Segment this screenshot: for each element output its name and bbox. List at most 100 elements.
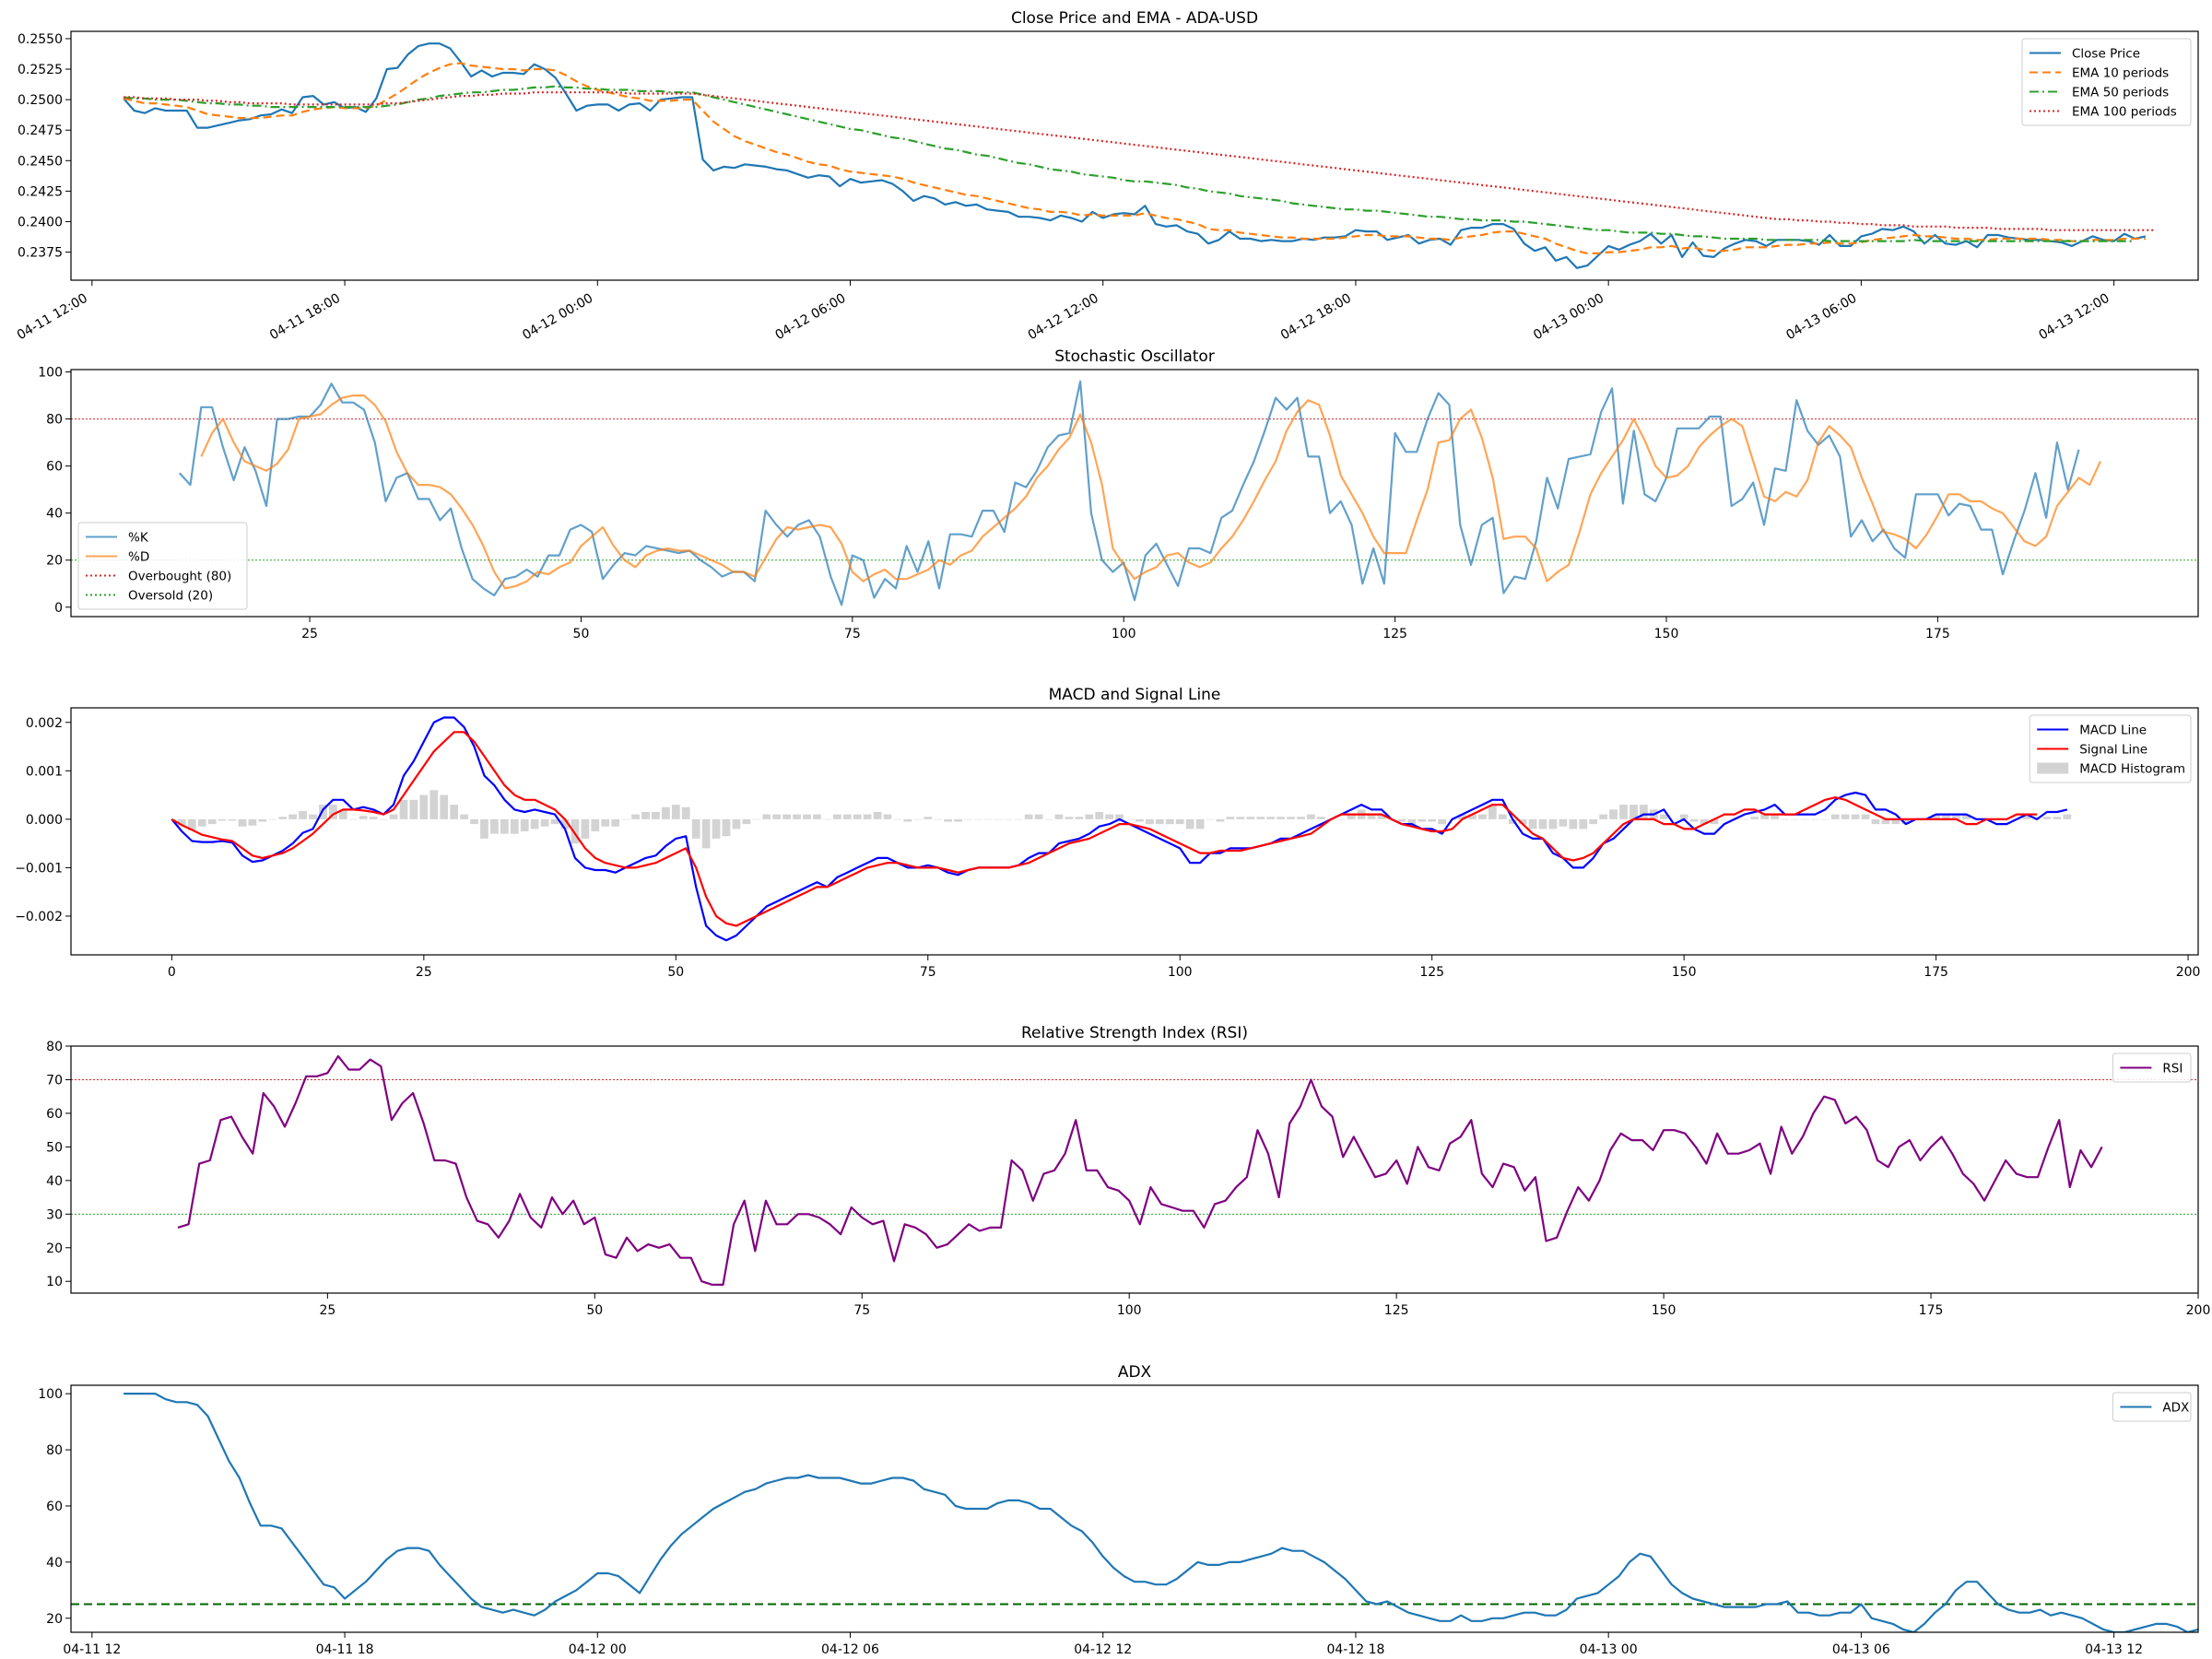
- x-tick-label: 25: [416, 965, 432, 980]
- histogram-bar: [1004, 818, 1013, 820]
- histogram-bar: [1206, 818, 1215, 820]
- plot-area: [168, 716, 2072, 942]
- histogram-bar: [329, 805, 337, 819]
- histogram-bar: [1932, 814, 1940, 819]
- x-tick-label: 25: [301, 627, 318, 641]
- histogram-bar: [379, 818, 388, 820]
- histogram-bar: [268, 818, 277, 820]
- histogram-bar: [1901, 818, 1911, 825]
- histogram-bar: [1891, 818, 1900, 825]
- y-tick-label: 60: [46, 1500, 63, 1514]
- histogram-bar: [1468, 814, 1477, 819]
- legend-box: [2112, 1053, 2192, 1083]
- x-tick-label: 04-13 06: [1832, 1642, 1890, 1657]
- histogram-bar: [1750, 817, 1759, 819]
- y-tick-label: 0.002: [26, 716, 63, 731]
- y-tick-label: 40: [46, 1174, 63, 1189]
- plot-area: [71, 1392, 2198, 1632]
- histogram-bar: [1407, 818, 1417, 825]
- histogram-bar: [1014, 818, 1023, 820]
- histogram-bar: [1700, 818, 1709, 825]
- y-tick-label: 20: [46, 1612, 63, 1627]
- plot-area: [71, 1054, 2198, 1287]
- legend-label: Overbought (80): [128, 570, 231, 584]
- histogram-bar: [782, 814, 792, 819]
- chart-title: Relative Strength Index (RSI): [1021, 1024, 1248, 1042]
- x-tick-label: 125: [1384, 1303, 1409, 1318]
- histogram-bar: [1418, 818, 1427, 822]
- histogram-bar: [793, 814, 801, 819]
- histogram-bar: [228, 818, 237, 821]
- histogram-bar: [1287, 817, 1295, 819]
- histogram-bar: [1679, 814, 1688, 819]
- y-tick-label: −0.002: [15, 910, 63, 924]
- histogram-bar: [772, 814, 782, 819]
- histogram-bar: [1538, 818, 1547, 830]
- x-tick-label: 04-11 12: [63, 1642, 121, 1657]
- histogram-bar: [883, 814, 892, 819]
- y-tick-label: 0.2400: [18, 215, 63, 229]
- histogram-bar: [1065, 817, 1074, 819]
- histogram-bar: [1155, 818, 1164, 825]
- histogram-bar: [1397, 818, 1406, 822]
- x-tick-label: 04-12 12:00: [1026, 291, 1101, 344]
- legend-label: %D: [128, 550, 149, 565]
- histogram-bar: [419, 794, 429, 819]
- x-tick-label: 04-12 00: [569, 1642, 627, 1657]
- x-tick-label: 04-11 12:00: [15, 291, 90, 344]
- histogram-bar: [550, 818, 559, 825]
- histogram-bar: [1720, 818, 1729, 820]
- histogram-bar: [1316, 817, 1325, 819]
- histogram-bar: [520, 818, 529, 831]
- histogram-bar: [1367, 814, 1376, 819]
- series-line-rsi: [177, 1054, 2103, 1287]
- histogram-bar: [1477, 814, 1487, 819]
- histogram-bar: [944, 818, 953, 822]
- x-tick-label: 50: [586, 1303, 603, 1318]
- histogram-bar: [813, 814, 821, 819]
- histogram-bar: [661, 806, 670, 819]
- histogram-bar: [873, 811, 882, 819]
- histogram-bar: [309, 814, 317, 819]
- histogram-bar: [1589, 818, 1598, 825]
- x-tick-label: 04-12 18: [1326, 1642, 1384, 1657]
- legend-label: EMA 100 periods: [2072, 105, 2177, 120]
- legend-label: %K: [128, 531, 149, 546]
- legend-box: [2021, 38, 2192, 126]
- histogram-bar: [1861, 814, 1870, 819]
- histogram-bar: [1195, 818, 1205, 830]
- histogram-bar: [2053, 817, 2062, 819]
- histogram-bar: [1830, 814, 1840, 819]
- histogram-bar: [1054, 814, 1064, 819]
- histogram-bar: [1498, 814, 1507, 819]
- y-tick-label: 10: [46, 1275, 63, 1289]
- histogram-bar: [652, 811, 660, 819]
- histogram-bar: [954, 818, 962, 822]
- histogram-bar: [1438, 818, 1446, 825]
- histogram-bar: [1236, 817, 1245, 819]
- series-line-ema-50-periods: [123, 85, 2136, 242]
- histogram-bar: [1962, 814, 1971, 819]
- histogram-bar: [732, 818, 741, 830]
- chart-title: MACD and Signal Line: [1049, 686, 1221, 704]
- histogram-bar: [440, 794, 449, 819]
- histogram-bar: [1085, 814, 1094, 819]
- plot-area: [71, 380, 2198, 606]
- x-tick-label: 04-12 06:00: [772, 291, 848, 344]
- histogram-bar: [1609, 809, 1618, 819]
- histogram-bar: [621, 818, 629, 820]
- histogram-bar: [1185, 818, 1194, 830]
- histogram-bar: [1771, 814, 1779, 819]
- histogram-bar: [752, 818, 761, 820]
- histogram-bar: [187, 818, 196, 830]
- series-line-macd-line: [171, 716, 2068, 942]
- histogram-bar: [903, 818, 912, 822]
- histogram-bar: [994, 818, 1003, 820]
- chart-panel-2: Stochastic Oscillator 0 20 40 60 80 100 25 50 75 1…: [38, 347, 2199, 641]
- histogram-bar: [248, 818, 257, 826]
- histogram-bar: [1024, 814, 1033, 819]
- histogram-bar: [1075, 817, 1084, 819]
- x-tick-label: 04-13 00: [1580, 1642, 1638, 1657]
- histogram-bar: [1952, 814, 1960, 819]
